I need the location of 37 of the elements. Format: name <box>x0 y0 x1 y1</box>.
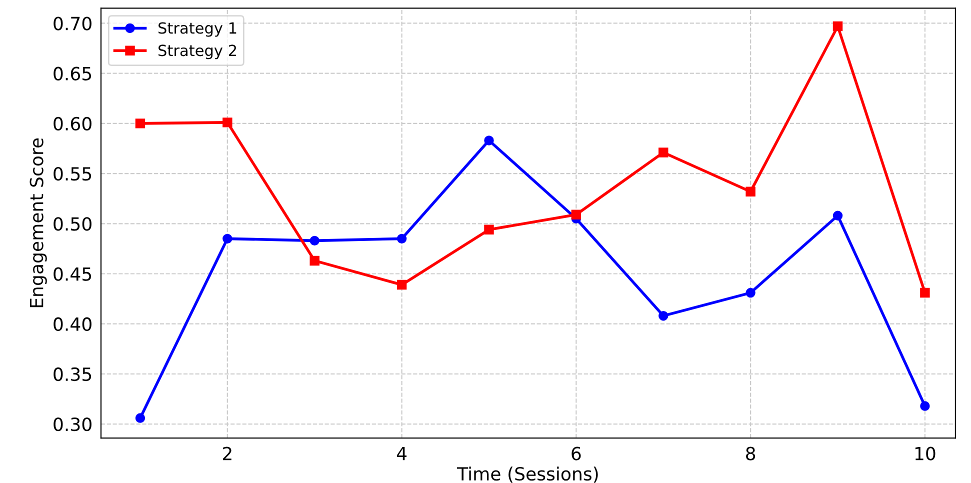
point <box>396 234 407 244</box>
y-axis-title: Engagement Score <box>30 138 47 308</box>
point <box>310 236 320 246</box>
point <box>396 280 407 290</box>
y-tick-label: 0.60 <box>54 116 92 131</box>
point <box>658 148 668 158</box>
point <box>222 118 232 128</box>
point <box>135 118 146 128</box>
point <box>920 401 930 411</box>
point <box>920 288 930 298</box>
point <box>222 234 232 244</box>
point <box>746 186 756 196</box>
y-tick-label: 0.40 <box>54 317 92 331</box>
x-tick-label: 4 <box>396 446 407 460</box>
point <box>832 210 843 220</box>
y-tick-label: 0.50 <box>54 217 92 231</box>
point <box>484 224 494 235</box>
y-tick-label: 0.30 <box>54 418 92 432</box>
y-tick-label: 0.45 <box>54 267 92 281</box>
y-tick-label: 0.55 <box>54 167 92 181</box>
point <box>832 21 843 32</box>
point <box>571 210 582 220</box>
point <box>746 288 756 298</box>
x-tick-label: 8 <box>746 446 756 460</box>
point <box>484 136 494 146</box>
y-tick-label: 0.70 <box>54 16 92 30</box>
x-tick-label: 6 <box>572 446 581 460</box>
point <box>658 310 668 321</box>
y-tick-label: 0.35 <box>54 367 92 382</box>
x-axis-title: Time (Sessions) <box>457 466 598 483</box>
point <box>310 256 320 266</box>
x-tick-label: 10 <box>915 446 936 460</box>
legend-label: Strategy 1 <box>158 22 236 37</box>
legend-label: Strategy 2 <box>158 44 236 60</box>
point <box>135 413 146 423</box>
x-tick-label: 2 <box>222 446 232 460</box>
y-tick-label: 0.65 <box>54 66 92 80</box>
